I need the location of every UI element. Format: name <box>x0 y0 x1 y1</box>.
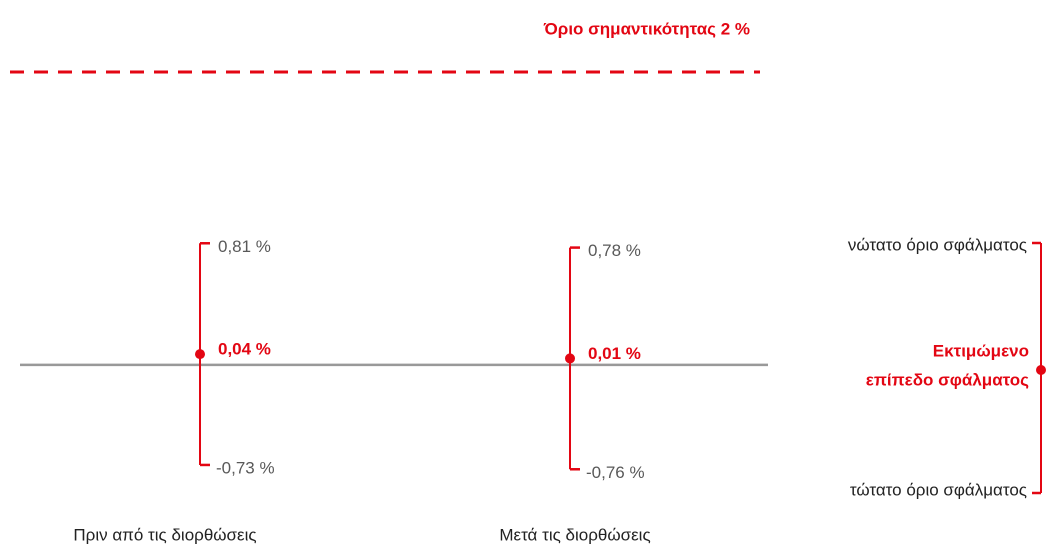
lower-label: -0,76 % <box>586 463 645 482</box>
estimate-point <box>565 353 575 364</box>
threshold-label: Όριο σημαντικότητας 2 % <box>543 19 750 38</box>
legend-point <box>1036 365 1046 375</box>
upper-label: 0,78 % <box>588 241 641 260</box>
x-tick-label: Πριν από τις διορθώσεις <box>73 525 256 544</box>
legend-label: τώτατο όριο σφάλματος <box>850 480 1027 499</box>
legend-label: επίπεδο σφάλματος <box>866 370 1029 389</box>
x-tick-label: Μετά τις διορθώσεις <box>499 525 650 544</box>
value-label: 0,01 % <box>588 344 641 363</box>
legend-label: νώτατο όριο σφάλματος <box>848 235 1027 254</box>
estimate-point <box>195 349 205 360</box>
value-label: 0,04 % <box>218 340 271 359</box>
lower-label: -0,73 % <box>216 458 275 477</box>
legend-label: Εκτιμώμενο <box>933 341 1029 360</box>
upper-label: 0,81 % <box>218 237 271 256</box>
